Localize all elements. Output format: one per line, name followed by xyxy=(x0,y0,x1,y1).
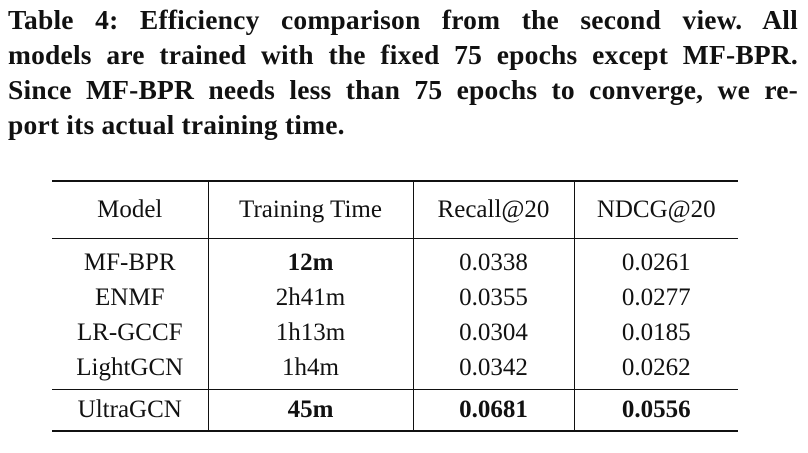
cell-training-time: 1h13m xyxy=(208,315,414,350)
table-row: LR-GCCF 1h13m 0.0304 0.0185 xyxy=(52,315,738,350)
efficiency-table: Model Training Time Recall@20 NDCG@20 MF… xyxy=(52,180,738,432)
cell-ndcg: 0.0261 xyxy=(621,248,691,276)
cell-recall: 0.0355 xyxy=(413,280,575,315)
cell-model: UltraGCN xyxy=(52,389,209,431)
cell-model: MF-BPR xyxy=(52,238,209,280)
header-training-time: Training Time xyxy=(208,181,414,239)
cell-recall: 0.0681 xyxy=(413,389,575,431)
cell-recall: 0.0304 xyxy=(413,315,575,350)
cell-training-time: 1h4m xyxy=(208,350,414,390)
cell-recall: 0.0338 xyxy=(413,238,575,280)
table-row: ENMF 2h41m 0.0355 0.0277 xyxy=(52,280,738,315)
header-model: Model xyxy=(52,181,209,239)
efficiency-table-container: Model Training Time Recall@20 NDCG@20 MF… xyxy=(52,180,738,432)
table-header-row: Model Training Time Recall@20 NDCG@20 xyxy=(52,181,738,239)
cell-ndcg: 0.0262 xyxy=(621,353,691,381)
cell-training-time: 45m xyxy=(208,389,414,431)
caption-line-1: Table 4: Efficiency comparison from the … xyxy=(8,4,798,35)
cell-model: LR-GCCF xyxy=(52,315,209,350)
caption-line-3: Since MF-BPR needs less than 75 epochs t… xyxy=(8,74,798,105)
cell-ndcg: 0.0277 xyxy=(621,283,691,311)
cell-ndcg: 0.0185 xyxy=(621,318,691,346)
cell-ndcg: 0.0556 xyxy=(621,396,691,423)
table-caption: Table 4: Efficiency comparison from the … xyxy=(8,2,798,142)
table-row-highlight: UltraGCN 45m 0.0681 0.0556 xyxy=(52,389,738,431)
table-row: LightGCN 1h4m 0.0342 0.0262 xyxy=(52,350,738,390)
header-ndcg: NDCG@20 xyxy=(596,196,716,223)
cell-model: ENMF xyxy=(52,280,209,315)
cell-training-time: 12m xyxy=(208,238,414,280)
caption-line-4: port its actual training time. xyxy=(8,109,345,140)
cell-training-time: 2h41m xyxy=(208,280,414,315)
caption-line-2: models are trained with the fixed 75 epo… xyxy=(8,39,798,70)
cell-recall: 0.0342 xyxy=(413,350,575,390)
table-row: MF-BPR 12m 0.0338 0.0261 xyxy=(52,238,738,280)
header-recall: Recall@20 xyxy=(413,181,575,239)
cell-model: LightGCN xyxy=(52,350,209,390)
